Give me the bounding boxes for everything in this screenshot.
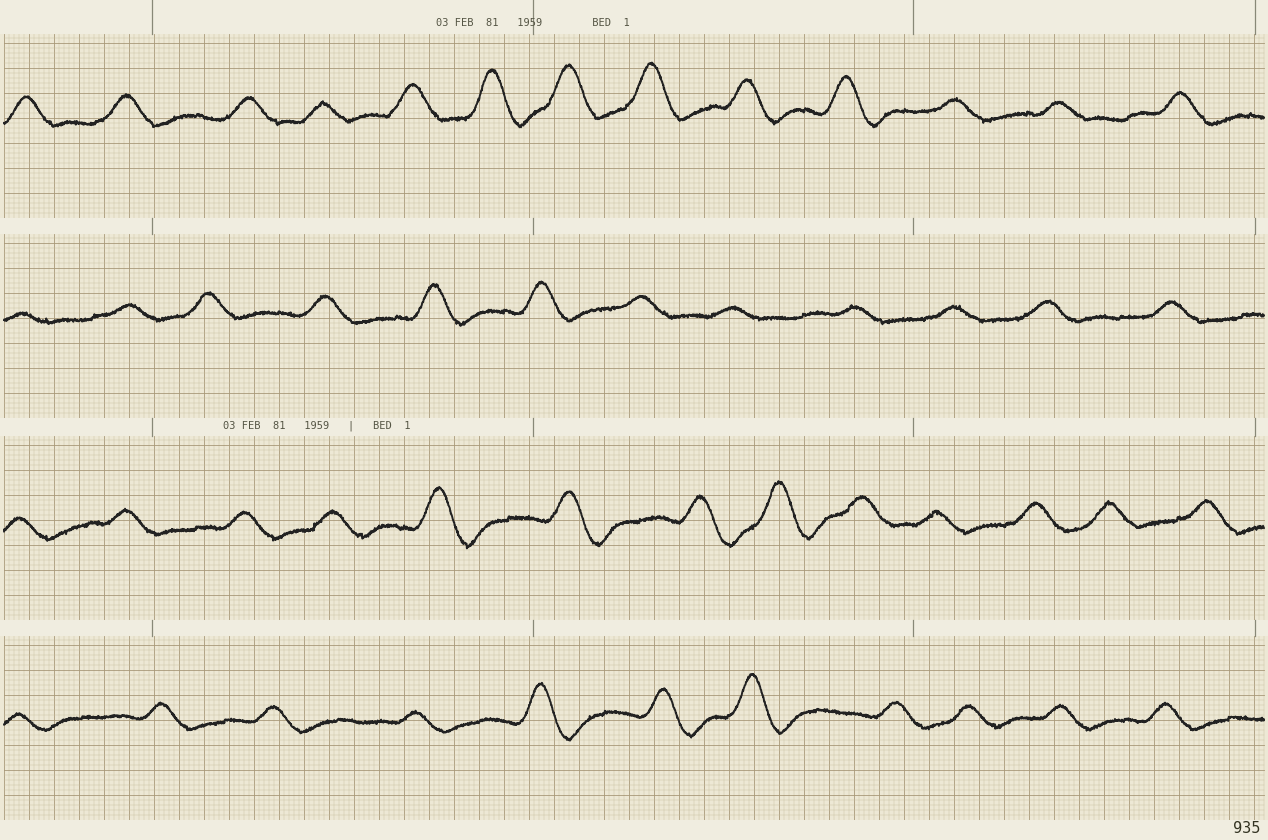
- Bar: [4, 234, 1264, 418]
- Bar: [4, 436, 1264, 620]
- Bar: [0, 218, 1268, 234]
- Bar: [0, 620, 1268, 636]
- Text: 03 FEB  81   1959        BED  1: 03 FEB 81 1959 BED 1: [436, 18, 629, 28]
- Bar: [4, 34, 1264, 218]
- Bar: [4, 636, 1264, 820]
- Text: 935: 935: [1232, 821, 1260, 836]
- Bar: [0, 820, 1268, 840]
- Text: 03 FEB  81   1959   |   BED  1: 03 FEB 81 1959 | BED 1: [223, 421, 411, 431]
- Bar: [0, 0, 1268, 34]
- Bar: [0, 418, 1268, 436]
